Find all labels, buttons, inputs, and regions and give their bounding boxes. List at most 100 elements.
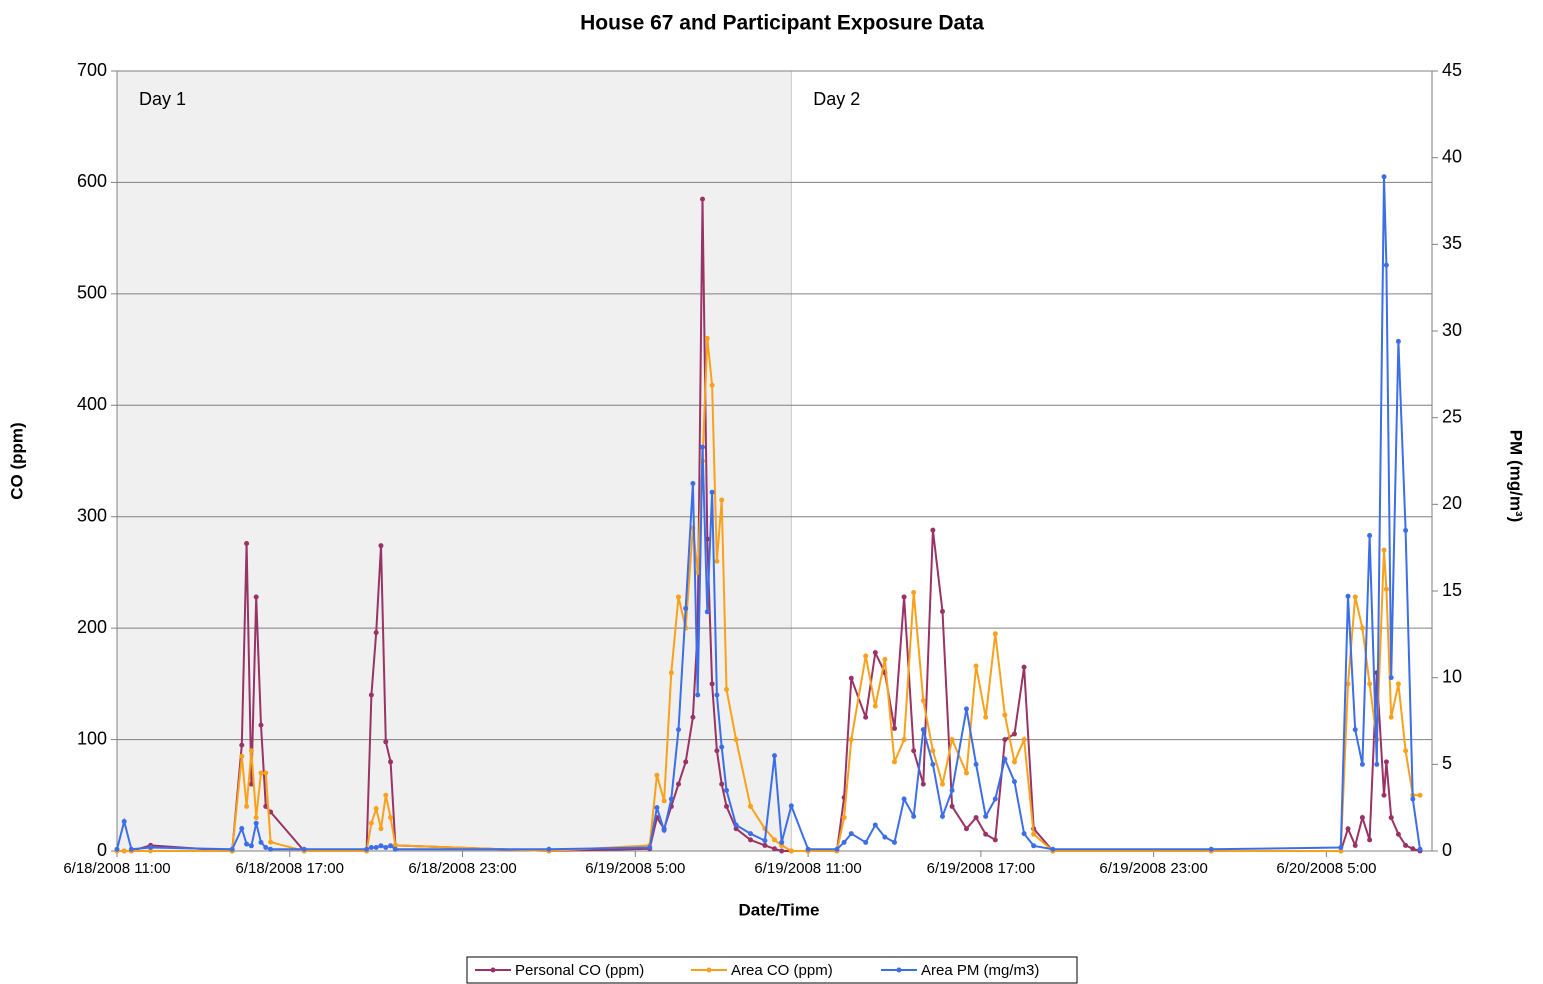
point [368,692,374,698]
point [939,781,945,787]
x-tick-label: 6/19/2008 17:00 [927,860,1035,877]
point [704,335,710,341]
y-tick-label: 300 [77,505,107,525]
region-label: Day 1 [139,89,186,109]
point [891,759,897,765]
point [1388,815,1394,821]
point [762,842,768,848]
point [1002,712,1008,718]
point [1374,761,1380,767]
x-tick-label: 6/19/2008 5:00 [585,860,685,877]
point [714,748,720,754]
legend-label: Area PM (mg/m3) [921,962,1039,979]
point [668,670,674,676]
y-tick-label: 700 [77,60,107,80]
point [368,820,374,826]
point [1359,625,1365,631]
point [719,781,725,787]
point [1050,846,1056,852]
point [1338,845,1344,851]
point [872,650,878,656]
day-region [791,71,1432,851]
point [378,543,384,549]
point [848,675,854,681]
x-tick-label: 6/18/2008 17:00 [236,860,344,877]
point [772,837,777,843]
point [714,558,720,564]
point [253,594,259,600]
point [1417,792,1423,798]
point [1021,737,1027,743]
legend-marker [490,967,496,973]
point [378,843,384,849]
point [378,826,384,832]
y-tick-label: 200 [77,617,107,637]
point [1410,796,1416,802]
point [546,846,552,852]
point [983,831,989,837]
point [983,813,989,819]
point [841,815,847,821]
point [1021,664,1027,670]
point [920,727,926,733]
point [700,444,706,450]
point [248,843,254,849]
point [1345,826,1351,832]
point [872,822,878,828]
point [841,839,847,845]
point [1359,815,1365,821]
point [364,846,370,852]
point [949,737,955,743]
point [834,846,840,852]
point [373,630,379,636]
point [1011,731,1017,737]
point [661,827,667,833]
point [863,714,869,720]
point [724,787,730,793]
y-tick-label: 0 [97,840,107,860]
legend-box [466,956,1078,984]
point [1359,761,1365,767]
point [992,796,998,802]
point [388,815,394,821]
point [748,837,754,843]
point [388,759,394,765]
point [368,845,374,851]
point [963,706,969,712]
point [1403,748,1409,754]
y-tick-label: 400 [77,394,107,414]
point [872,703,878,709]
y-tick-label: 100 [77,728,107,748]
point [1410,846,1416,852]
point [733,826,739,832]
point [1002,756,1008,762]
point [963,770,969,776]
point [762,838,768,844]
y2-tick-label: 10 [1442,666,1462,686]
point [714,692,720,698]
point [1388,714,1394,720]
x-tick-label: 6/20/2008 5:00 [1276,860,1376,877]
point [1395,681,1401,687]
point [1031,831,1037,837]
point [1367,837,1373,843]
point [301,846,307,852]
point [654,805,660,811]
point [992,631,998,637]
point [121,848,127,854]
x-axis-label: Date/Time [739,900,820,919]
point [863,653,869,659]
point [1383,586,1389,592]
point [891,725,897,731]
point [258,722,264,728]
point [719,497,725,503]
point [863,839,869,845]
point [676,727,682,733]
point [676,594,682,600]
point [973,761,979,767]
point [121,819,127,825]
y2-tick-label: 25 [1442,406,1462,426]
point [244,540,250,546]
point [1403,527,1409,533]
